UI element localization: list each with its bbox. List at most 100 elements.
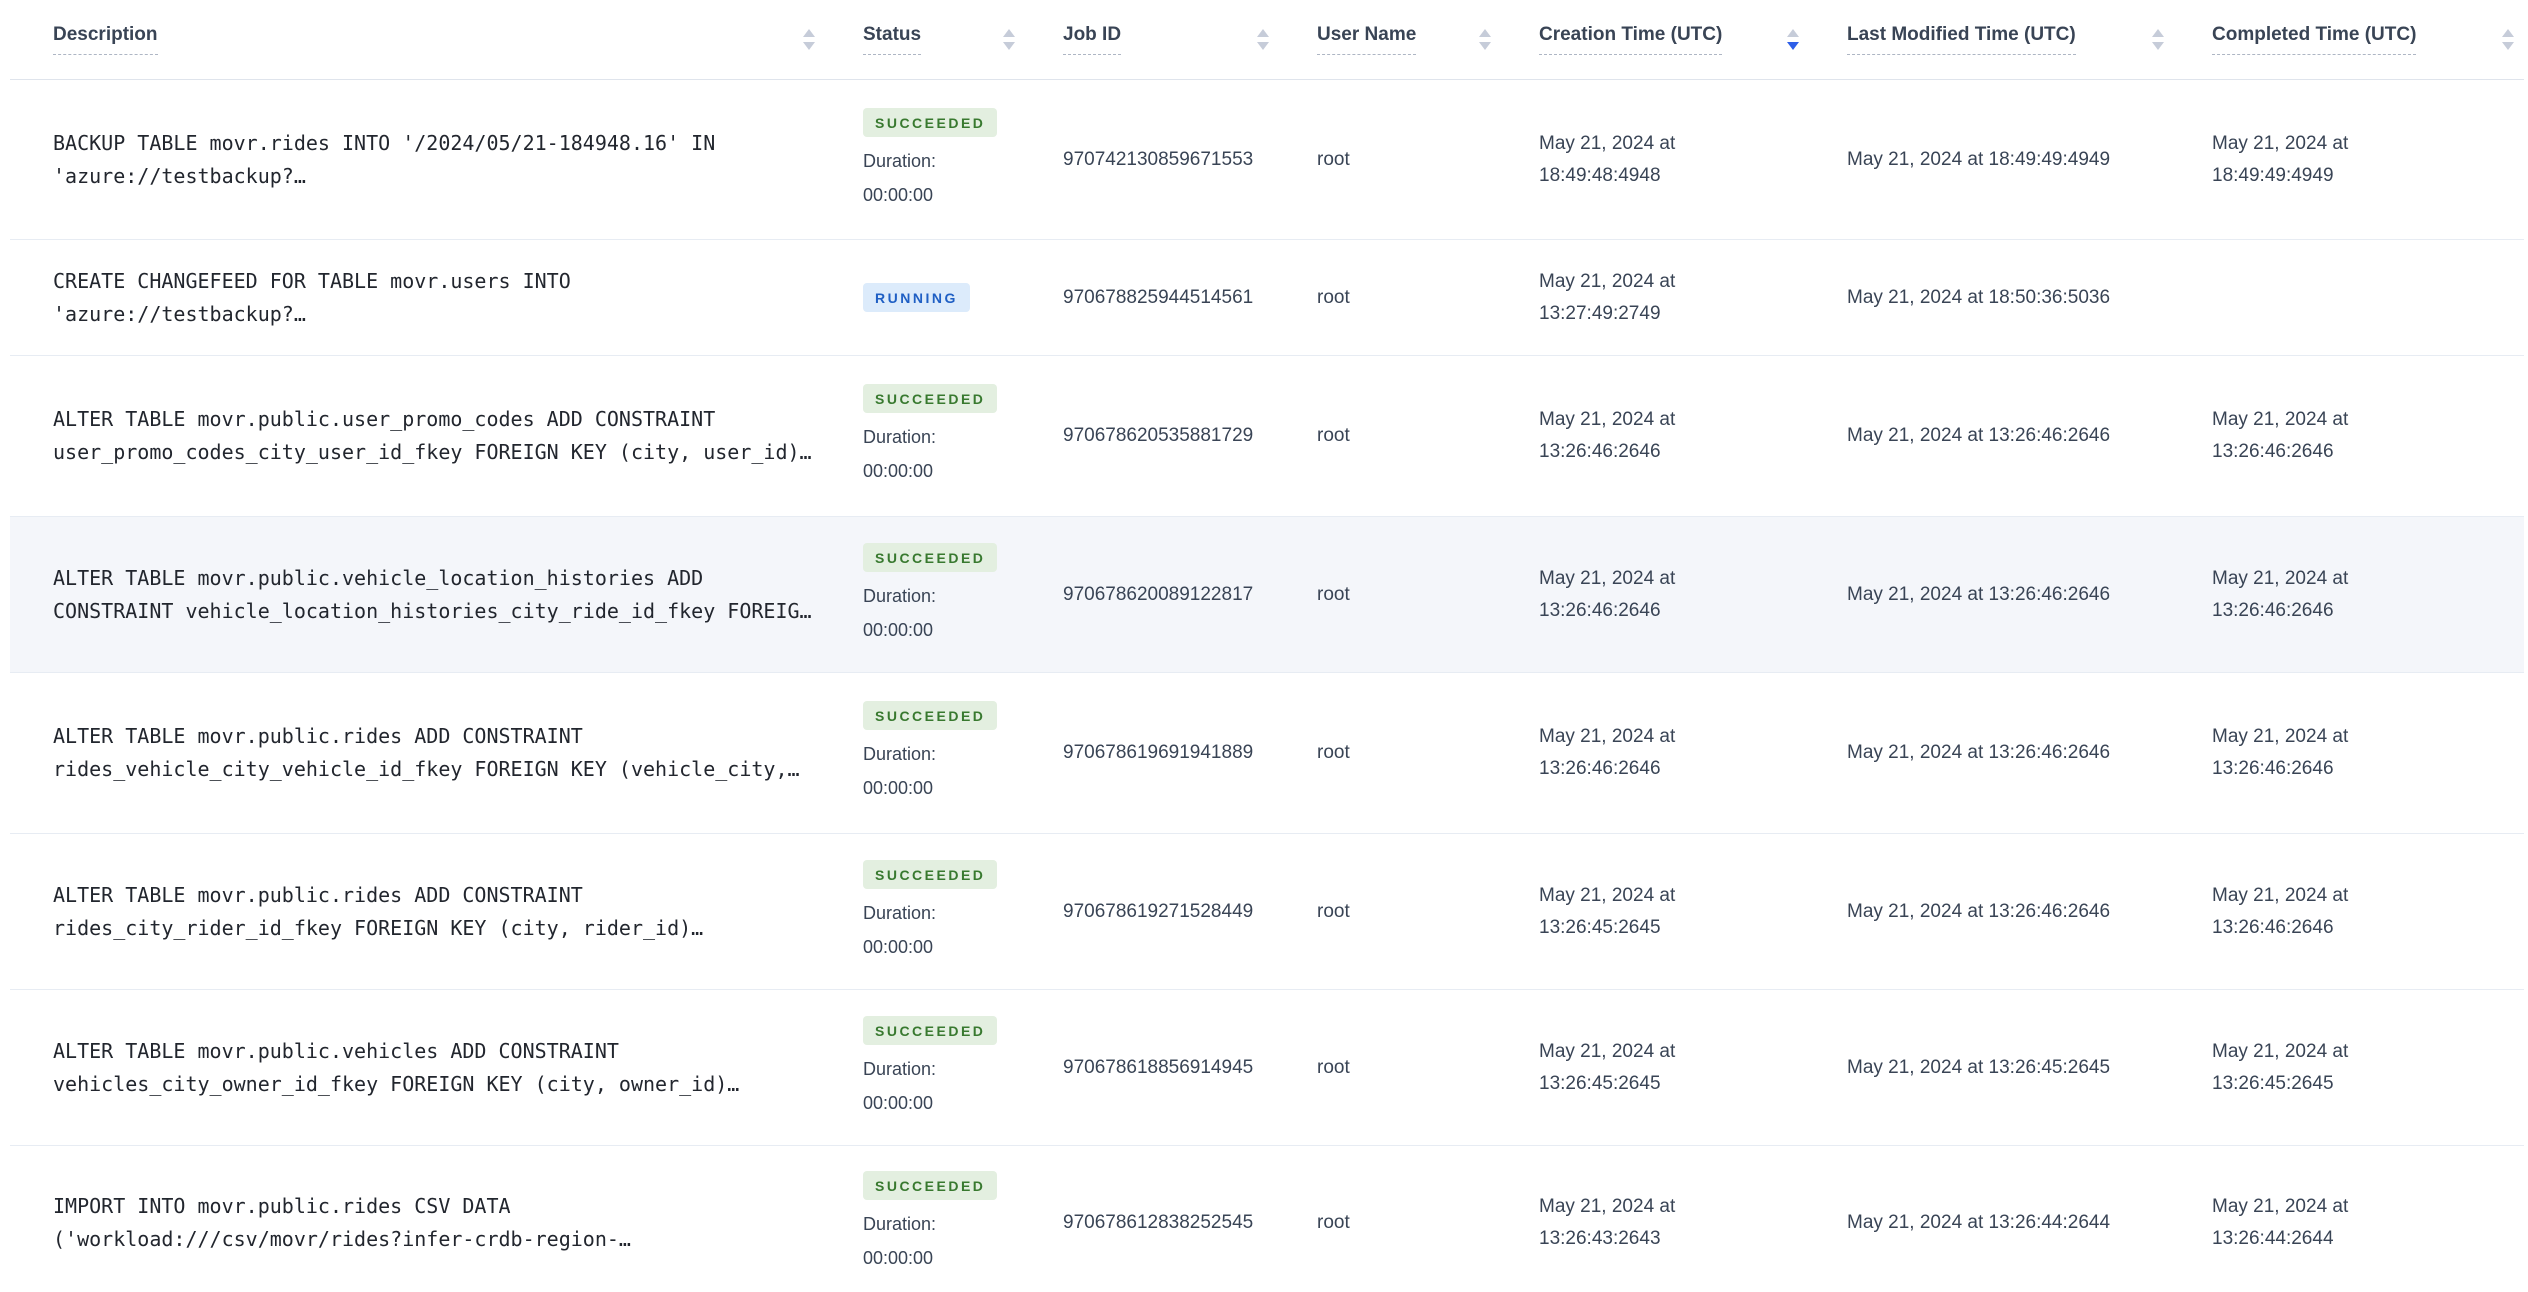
duration-value: 00:00:00 — [863, 936, 934, 957]
table-row: ALTER TABLE movr.public.rides ADD CONSTR… — [10, 833, 2524, 990]
creation-time: May 21, 2024 at 13:27:49:2749 — [1539, 239, 1847, 356]
status-cell: SUCCEEDED Duration: 00:00:00 — [863, 355, 1063, 517]
duration-label: Duration: — [863, 902, 937, 923]
completed-time: May 21, 2024 at 13:26:46:2646 — [2212, 672, 2524, 834]
duration-label: Duration: — [863, 1214, 937, 1234]
column-header-creation-time[interactable]: Creation Time (UTC) — [1539, 0, 1847, 80]
duration-label: Duration: — [863, 585, 937, 606]
job-description-link[interactable]: ALTER TABLE movr.public.user_promo_codes… — [10, 355, 863, 517]
sort-asc-icon — [2502, 29, 2514, 37]
column-header-creation-time-label: Creation Time (UTC) — [1539, 24, 1723, 55]
duration-label: Duration: — [863, 1058, 937, 1079]
column-header-user-name-label: User Name — [1317, 24, 1417, 55]
column-header-description-label: Description — [53, 24, 158, 55]
table-row: ALTER TABLE movr.public.user_promo_codes… — [10, 355, 2524, 517]
column-header-completed-time[interactable]: Completed Time (UTC) — [2212, 0, 2524, 80]
sort-icons-active-desc[interactable] — [1787, 29, 1799, 50]
user-name: root — [1317, 672, 1539, 834]
job-id: 970678620535881729 — [1063, 355, 1317, 517]
user-name: root — [1317, 239, 1539, 356]
column-header-last-modified-time-label: Last Modified Time (UTC) — [1847, 24, 2076, 55]
job-id: 970678620089122817 — [1063, 516, 1317, 673]
user-name: root — [1317, 516, 1539, 673]
job-description-link[interactable]: ALTER TABLE movr.public.rides ADD CONSTR… — [10, 672, 863, 834]
duration-value: 00:00:00 — [863, 778, 934, 798]
completed-time: May 21, 2024 at 13:26:45:2645 — [2212, 989, 2524, 1146]
last-modified-time: May 21, 2024 at 13:26:45:2645 — [1847, 989, 2212, 1146]
status-badge: SUCCEEDED — [863, 859, 998, 889]
completed-time: May 21, 2024 at 13:26:44:2644 — [2212, 1196, 2349, 1249]
sort-icons[interactable] — [2152, 29, 2164, 50]
status-badge: SUCCEEDED — [863, 1015, 998, 1045]
table-row: IMPORT INTO movr.public.rides CSV DATA (… — [10, 1146, 2524, 1292]
job-id: 970678618856914945 — [1063, 989, 1317, 1146]
completed-time: May 21, 2024 at 13:26:46:2646 — [2212, 355, 2524, 517]
duration-value: 00:00:00 — [863, 1248, 934, 1268]
sort-desc-icon — [1257, 42, 1269, 50]
sort-icons[interactable] — [1257, 29, 1269, 50]
sort-asc-icon — [1787, 29, 1799, 37]
jobs-table-body: BACKUP TABLE movr.rides INTO '/2024/05/2… — [10, 79, 2524, 1292]
status-cell: SUCCEEDED Duration: 00:00:00 — [863, 833, 1063, 990]
sort-desc-icon — [2502, 42, 2514, 50]
status-badge: SUCCEEDED — [863, 384, 998, 413]
user-name: root — [1317, 989, 1539, 1146]
column-header-description[interactable]: Description — [10, 0, 863, 80]
sort-asc-icon — [1479, 29, 1491, 37]
creation-time: May 21, 2024 at 13:26:45:2645 — [1539, 833, 1847, 990]
status-badge: SUCCEEDED — [863, 107, 998, 137]
job-id: 970678612838252545 — [1063, 1212, 1254, 1233]
job-description-link[interactable]: ALTER TABLE movr.public.rides ADD CONSTR… — [10, 833, 863, 990]
creation-time: May 21, 2024 at 13:26:46:2646 — [1539, 355, 1847, 517]
user-name: root — [1317, 79, 1539, 240]
creation-time: May 21, 2024 at 18:49:48:4948 — [1539, 79, 1847, 240]
job-description-link[interactable]: CREATE CHANGEFEED FOR TABLE movr.users I… — [10, 239, 863, 356]
last-modified-time: May 21, 2024 at 13:26:46:2646 — [1847, 516, 2212, 673]
job-description-link[interactable]: ALTER TABLE movr.public.vehicles ADD CON… — [10, 989, 863, 1146]
sort-desc-icon — [2152, 42, 2164, 50]
last-modified-time: May 21, 2024 at 13:26:46:2646 — [1847, 833, 2212, 990]
column-header-job-id[interactable]: Job ID — [1063, 0, 1317, 80]
duration-label: Duration: — [863, 744, 937, 764]
sort-icons[interactable] — [1479, 29, 1491, 50]
column-header-last-modified-time[interactable]: Last Modified Time (UTC) — [1847, 0, 2212, 80]
sort-asc-icon — [803, 29, 815, 37]
jobs-table-header: Description Status Job ID User Name — [10, 0, 2524, 80]
creation-time: May 21, 2024 at 13:26:45:2645 — [1539, 989, 1847, 1146]
duration-label: Duration: — [863, 427, 937, 447]
completed-time: May 21, 2024 at 13:26:46:2646 — [2212, 833, 2524, 990]
status-badge: SUCCEEDED — [863, 1171, 998, 1200]
user-name: root — [1317, 1212, 1350, 1233]
table-row: BACKUP TABLE movr.rides INTO '/2024/05/2… — [10, 79, 2524, 240]
sort-icons[interactable] — [803, 29, 815, 50]
job-description-link[interactable]: ALTER TABLE movr.public.vehicle_location… — [10, 516, 863, 673]
duration-label: Duration: — [863, 150, 937, 171]
user-name: root — [1317, 833, 1539, 990]
table-row-highlighted: ALTER TABLE movr.public.vehicle_location… — [10, 516, 2524, 673]
duration-value: 00:00:00 — [863, 619, 934, 640]
column-header-completed-time-label: Completed Time (UTC) — [2212, 24, 2417, 55]
last-modified-time: May 21, 2024 at 13:26:44:2644 — [1847, 1212, 2111, 1233]
table-row: CREATE CHANGEFEED FOR TABLE movr.users I… — [10, 239, 2524, 356]
status-cell: SUCCEEDED Duration: 00:00:00 — [863, 1146, 1063, 1292]
jobs-table: Description Status Job ID User Name — [10, 0, 2524, 1292]
job-description-link[interactable]: BACKUP TABLE movr.rides INTO '/2024/05/2… — [10, 79, 863, 240]
column-header-status[interactable]: Status — [863, 0, 1063, 80]
sort-asc-icon — [1003, 29, 1015, 37]
status-cell: SUCCEEDED Duration: 00:00:00 — [863, 672, 1063, 834]
sort-icons[interactable] — [1003, 29, 1015, 50]
status-badge: RUNNING — [863, 283, 970, 312]
table-row: ALTER TABLE movr.public.rides ADD CONSTR… — [10, 672, 2524, 834]
column-header-user-name[interactable]: User Name — [1317, 0, 1539, 80]
duration-value: 00:00:00 — [863, 1092, 934, 1113]
sort-icons[interactable] — [2502, 29, 2514, 50]
job-id: 970678619691941889 — [1063, 672, 1317, 834]
status-cell: SUCCEEDED Duration: 00:00:00 — [863, 989, 1063, 1146]
table-row: ALTER TABLE movr.public.vehicles ADD CON… — [10, 989, 2524, 1146]
status-cell: SUCCEEDED Duration: 00:00:00 — [863, 516, 1063, 673]
sort-asc-icon — [2152, 29, 2164, 37]
creation-time: May 21, 2024 at 13:26:43:2643 — [1539, 1196, 1676, 1249]
job-id: 970678825944514561 — [1063, 239, 1317, 356]
job-description-link[interactable]: IMPORT INTO movr.public.rides CSV DATA (… — [53, 1194, 631, 1251]
